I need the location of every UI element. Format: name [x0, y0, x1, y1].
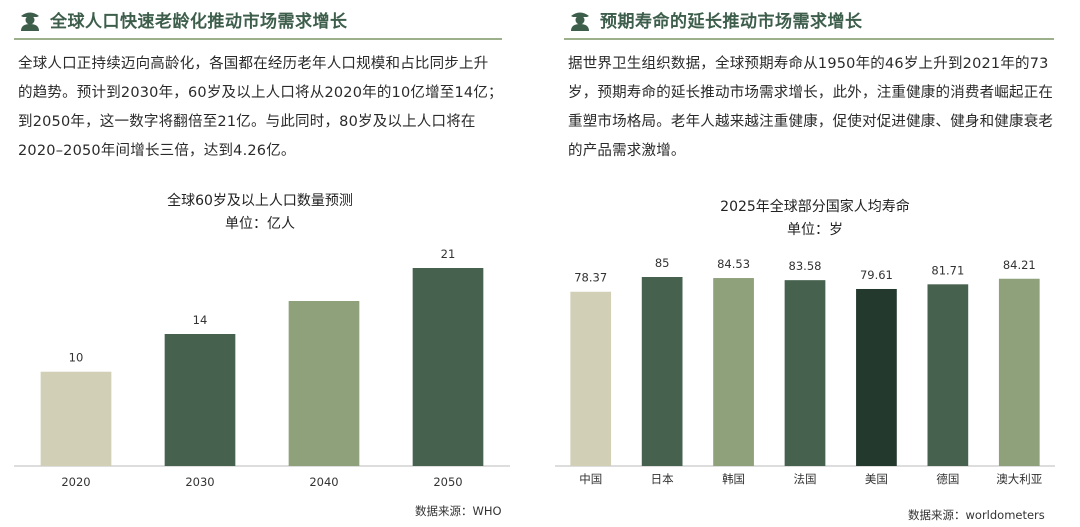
- bar: [998, 278, 1040, 466]
- data-label: 83.58: [789, 259, 822, 273]
- right-chart-unit: 单位：岁: [787, 222, 843, 238]
- data-label: 21: [441, 247, 456, 261]
- left-bar-chart: 10 2020 14 2030 2040 21 2050: [14, 247, 510, 489]
- left-header-title: 全球人口快速老龄化推动市场需求增长: [50, 11, 348, 32]
- left-header-rule: [14, 38, 502, 40]
- x-tick-label: 2020: [61, 475, 90, 489]
- bar: [641, 277, 683, 466]
- bar: [288, 301, 360, 466]
- left-paragraph: 全球人口正持续迈向高龄化，各国都在经历老年人口规模和占比同步上升的趋势。预计到2…: [18, 56, 503, 159]
- bar: [570, 291, 612, 466]
- left-chart-unit: 单位：亿人: [225, 216, 295, 232]
- right-header-title: 预期寿命的延长推动市场需求增长: [600, 11, 863, 32]
- data-label: 10: [69, 351, 84, 365]
- x-tick-label: 德国: [936, 472, 959, 486]
- bar: [784, 280, 826, 466]
- x-tick-label: 2050: [433, 475, 462, 489]
- x-tick-label: 法国: [794, 472, 817, 486]
- x-tick-label: 2040: [309, 475, 338, 489]
- x-tick-label: 韩国: [722, 472, 745, 486]
- right-bar-chart: 78.37 中国 85 日本 84.53 韩国 83.58 法国 79.61 美国 81.71 德国 8…: [555, 256, 1055, 486]
- bar: [713, 278, 754, 466]
- x-tick-label: 澳大利亚: [996, 472, 1042, 486]
- right-panel: 预期寿命的延长推动市场需求增长 据世界卫生组织数据，全球预期寿命从1950年的4…: [550, 0, 1080, 527]
- right-data-source: 数据来源：worldometers: [908, 508, 1045, 522]
- left-panel: 全球人口快速老龄化推动市场需求增长 全球人口正持续迈向高龄化，各国都在经历老年人…: [0, 0, 520, 527]
- data-label: 84.21: [1003, 258, 1036, 272]
- data-label: 14: [193, 313, 208, 327]
- bar: [412, 268, 484, 466]
- data-label: 85: [655, 256, 670, 270]
- right-paragraph: 据世界卫生组织数据，全球预期寿命从1950年的46岁上升到2021年的73岁，预…: [568, 56, 1054, 159]
- data-label: 84.53: [717, 257, 750, 271]
- x-tick-label: 中国: [579, 472, 602, 486]
- left-section-header: 全球人口快速老龄化推动市场需求增长: [18, 6, 348, 32]
- x-tick-label: 日本: [651, 472, 674, 486]
- right-section-header: 预期寿命的延长推动市场需求增长: [568, 6, 863, 32]
- left-chart-title: 全球60岁及以上人口数量预测: [167, 193, 353, 209]
- person-hat-icon: [21, 12, 39, 31]
- x-tick-label: 美国: [865, 472, 888, 486]
- data-label: 81.71: [931, 263, 964, 277]
- data-label: 78.37: [574, 271, 607, 285]
- x-tick-label: 2030: [185, 475, 214, 489]
- right-chart-title: 2025年全球部分国家人均寿命: [720, 199, 910, 215]
- person-hat-icon: [571, 12, 589, 31]
- bar: [927, 284, 969, 466]
- data-label: 79.61: [860, 268, 893, 282]
- bar: [164, 334, 236, 466]
- bar: [40, 371, 112, 466]
- right-header-rule: [564, 38, 1054, 40]
- left-data-source: 数据来源：WHO: [415, 504, 502, 518]
- bar: [856, 288, 897, 466]
